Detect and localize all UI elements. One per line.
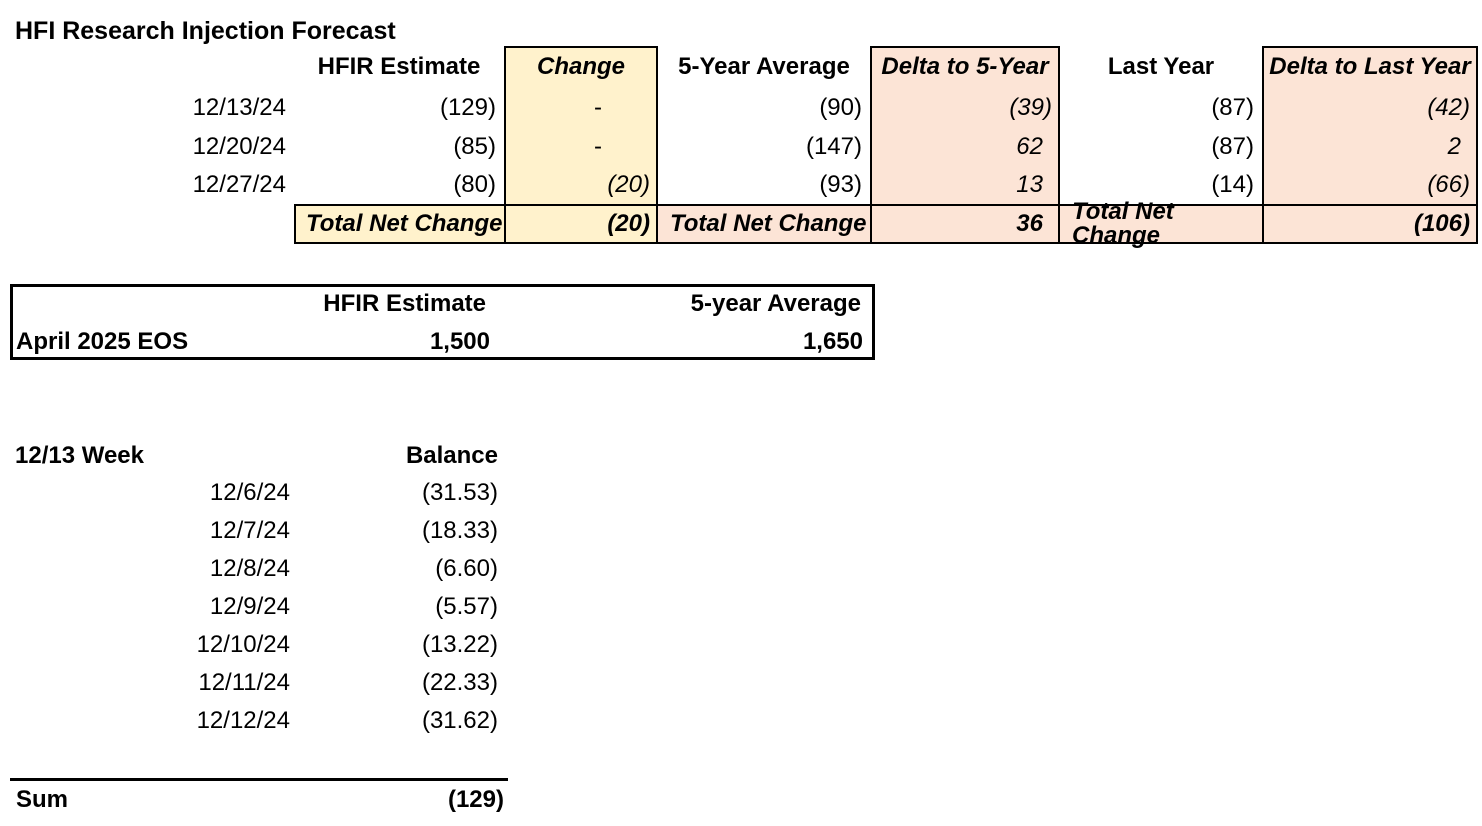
forecast-table: HFIR Estimate Change 5-Year Average Delt… bbox=[0, 46, 1478, 248]
balance-value: (31.53) bbox=[421, 479, 498, 506]
total-net-change-label: Total Net Change bbox=[294, 204, 504, 244]
eos-header-5yr-average: 5-year Average bbox=[690, 289, 861, 317]
week-balance-table: 12/13 Week Balance 12/6/24 (31.53) 12/7/… bbox=[0, 437, 508, 740]
sum-value: (129) bbox=[447, 786, 504, 813]
delta5-value: 62 bbox=[870, 127, 1060, 166]
eos-table: HFIR Estimate 5-year Average April 2025 … bbox=[10, 284, 875, 360]
delta-ly-value: (42) bbox=[1262, 88, 1478, 127]
week-title: 12/13 Week bbox=[15, 441, 144, 469]
forecast-date: 12/13/24 bbox=[192, 93, 286, 121]
eos-header-hfir-estimate: HFIR Estimate bbox=[323, 289, 486, 317]
delta5-value: (39) bbox=[870, 88, 1060, 127]
eos-5yr-average-value: 1,650 bbox=[802, 327, 863, 355]
estimate-value: (80) bbox=[453, 171, 496, 198]
sum-row: Sum (129) bbox=[0, 785, 508, 815]
header-delta-5yr: Delta to 5-Year bbox=[870, 46, 1060, 88]
balance-value: (22.33) bbox=[421, 669, 498, 696]
header-last-year: Last Year bbox=[1107, 53, 1215, 80]
delta-ly-value: (66) bbox=[1262, 166, 1478, 204]
forecast-date: 12/27/24 bbox=[192, 171, 286, 198]
avg5-value: (93) bbox=[819, 171, 862, 198]
total-change-value: (20) bbox=[504, 204, 658, 244]
corner-blank-cell bbox=[0, 46, 294, 88]
header-delta-last-year: Delta to Last Year bbox=[1262, 46, 1478, 88]
week-date: 12/10/24 bbox=[196, 631, 290, 658]
change-value: (20) bbox=[504, 166, 658, 204]
eos-blank-cell bbox=[10, 284, 295, 323]
week-date: 12/12/24 bbox=[196, 707, 290, 734]
total-blank-cell bbox=[0, 204, 294, 244]
last-year-value: (14) bbox=[1211, 171, 1254, 198]
forecast-date: 12/20/24 bbox=[192, 132, 286, 160]
change-value: - bbox=[504, 88, 658, 127]
change-value: - bbox=[504, 127, 658, 166]
balance-header: Balance bbox=[405, 441, 498, 469]
avg5-value: (147) bbox=[805, 132, 862, 160]
header-hfir-estimate: HFIR Estimate bbox=[317, 53, 481, 80]
week-date: 12/7/24 bbox=[209, 517, 290, 544]
balance-value: (13.22) bbox=[421, 631, 498, 658]
balance-value: (6.60) bbox=[435, 555, 498, 582]
eos-estimate-value: 1,500 bbox=[429, 327, 490, 355]
week-date: 12/8/24 bbox=[209, 555, 290, 582]
last-year-value: (87) bbox=[1211, 93, 1254, 121]
estimate-value: (129) bbox=[439, 93, 496, 121]
total-delta-ly-value: (106) bbox=[1262, 204, 1478, 244]
balance-value: (5.57) bbox=[435, 593, 498, 620]
delta5-value: 13 bbox=[870, 166, 1060, 204]
avg5-value: (90) bbox=[819, 93, 862, 121]
estimate-value: (85) bbox=[453, 132, 496, 160]
total-net-change-label: Total Net Change bbox=[658, 204, 870, 244]
header-5yr-average: 5-Year Average bbox=[678, 53, 850, 80]
week-date: 12/11/24 bbox=[198, 669, 290, 696]
eos-row-label: April 2025 EOS bbox=[16, 327, 189, 355]
page-title: HFI Research Injection Forecast bbox=[15, 17, 396, 45]
balance-value: (31.62) bbox=[421, 707, 498, 734]
sum-label: Sum bbox=[16, 786, 69, 813]
total-net-change-label: Total Net Change bbox=[1060, 200, 1262, 248]
week-date: 12/9/24 bbox=[209, 593, 290, 620]
sum-divider-line bbox=[10, 778, 508, 781]
balance-value: (18.33) bbox=[421, 517, 498, 544]
header-change: Change bbox=[504, 46, 658, 88]
last-year-value: (87) bbox=[1211, 132, 1254, 160]
total-delta5-value: 36 bbox=[870, 204, 1060, 244]
delta-ly-value: 2 bbox=[1262, 127, 1478, 166]
week-date: 12/6/24 bbox=[209, 479, 290, 506]
